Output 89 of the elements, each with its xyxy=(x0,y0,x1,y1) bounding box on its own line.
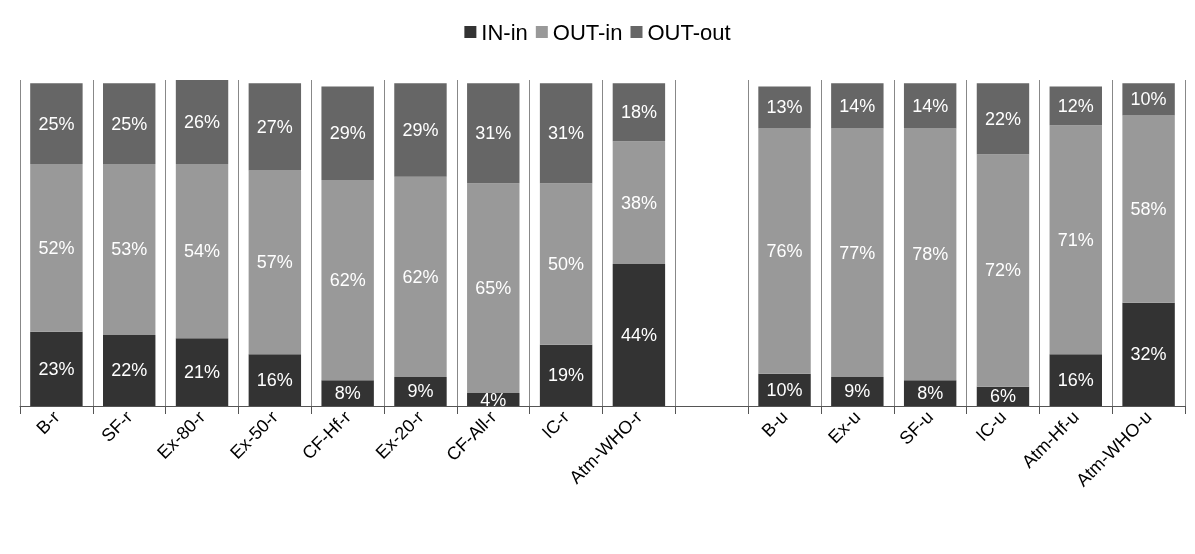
x-tick-label: B-u xyxy=(757,406,792,441)
bar xyxy=(976,83,1030,155)
data-label: 22% xyxy=(111,360,148,381)
data-label: 26% xyxy=(184,111,221,132)
data-label: 57% xyxy=(256,252,293,273)
legend-label: OUT-in xyxy=(552,19,623,45)
data-label: 22% xyxy=(984,108,1021,129)
bar xyxy=(394,83,447,177)
data-label: 23% xyxy=(38,358,75,379)
bar xyxy=(248,83,302,171)
data-label: 21% xyxy=(184,362,221,383)
bar xyxy=(612,263,666,406)
x-tick-label: IC-r xyxy=(537,406,574,443)
data-label: 32% xyxy=(1130,344,1167,365)
bar xyxy=(1049,125,1102,355)
data-label: 14% xyxy=(912,95,949,116)
data-label: 72% xyxy=(984,260,1021,281)
data-label: 29% xyxy=(329,123,366,144)
bar xyxy=(175,80,229,164)
bar xyxy=(539,83,593,184)
bar xyxy=(321,86,374,181)
data-label: 52% xyxy=(38,237,75,258)
data-label: 6% xyxy=(989,386,1016,407)
data-label: 19% xyxy=(548,365,585,386)
data-label: 8% xyxy=(334,383,361,404)
data-label: 25% xyxy=(38,113,75,134)
bar xyxy=(903,128,957,381)
data-label: 9% xyxy=(844,381,871,402)
bar xyxy=(103,334,156,406)
bar xyxy=(612,83,666,142)
bar xyxy=(831,128,884,377)
data-label: 54% xyxy=(184,241,221,262)
data-label: 10% xyxy=(1130,89,1167,110)
legend-label: IN-in xyxy=(481,19,528,45)
data-label: 29% xyxy=(402,120,439,141)
data-label: 77% xyxy=(839,242,876,263)
bar xyxy=(758,128,811,374)
bar xyxy=(539,344,593,406)
bar xyxy=(394,176,447,377)
data-label: 76% xyxy=(766,241,803,262)
bar xyxy=(248,170,302,355)
data-label: 31% xyxy=(548,123,585,144)
data-label: 62% xyxy=(402,266,439,287)
data-label: 50% xyxy=(548,253,585,274)
data-label: 18% xyxy=(620,102,657,123)
x-tick-label: SF-r xyxy=(97,406,137,446)
x-tick-label: B-r xyxy=(32,406,64,439)
bar xyxy=(1122,115,1175,303)
bar xyxy=(1122,302,1175,406)
bar xyxy=(467,183,520,394)
bar xyxy=(1049,354,1102,406)
data-label: 4% xyxy=(480,389,507,410)
x-tick-label: IC-u xyxy=(971,406,1011,446)
data-label: 10% xyxy=(766,379,803,400)
data-label: 44% xyxy=(620,324,657,345)
data-label: 14% xyxy=(839,95,876,116)
legend-label: OUT-out xyxy=(647,19,731,45)
bar xyxy=(30,83,83,164)
data-label: 9% xyxy=(407,381,434,402)
data-label: 58% xyxy=(1130,199,1167,220)
data-label: 25% xyxy=(111,113,148,134)
bar xyxy=(539,183,593,345)
data-label: 38% xyxy=(620,192,657,213)
data-label: 65% xyxy=(475,278,512,299)
bar xyxy=(175,163,229,339)
data-label: 12% xyxy=(1057,95,1094,116)
bar xyxy=(175,338,229,406)
bar xyxy=(103,83,156,164)
bar xyxy=(30,331,83,406)
data-label: 53% xyxy=(111,239,148,260)
bar xyxy=(467,83,520,184)
data-label: 62% xyxy=(329,270,366,291)
bar xyxy=(976,154,1030,387)
bar xyxy=(831,83,884,129)
data-label: 16% xyxy=(1057,370,1094,391)
data-label: 8% xyxy=(917,383,944,404)
data-label: 27% xyxy=(256,116,293,137)
bar xyxy=(612,141,666,264)
bar xyxy=(103,163,156,335)
data-label: 31% xyxy=(475,123,512,144)
data-label: 71% xyxy=(1057,229,1094,250)
data-label: 78% xyxy=(912,244,949,265)
bar xyxy=(1122,83,1175,116)
data-label: 13% xyxy=(766,97,803,118)
bar xyxy=(248,354,302,406)
bar xyxy=(30,163,83,332)
bar xyxy=(321,180,374,381)
bar xyxy=(758,86,811,129)
data-label: 16% xyxy=(256,370,293,391)
